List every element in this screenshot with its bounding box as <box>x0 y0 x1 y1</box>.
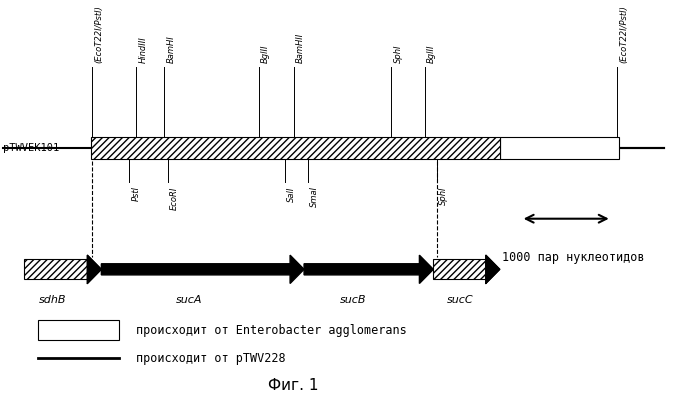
Text: BamHII: BamHII <box>296 32 305 63</box>
Text: SmaI: SmaI <box>310 186 319 207</box>
Text: BglII: BglII <box>427 44 436 63</box>
Text: SalI: SalI <box>287 186 296 202</box>
Bar <box>24 259 87 279</box>
Text: pTWVEK101: pTWVEK101 <box>3 143 59 153</box>
Text: sucA: sucA <box>175 295 202 305</box>
Text: BglII: BglII <box>261 44 270 63</box>
Bar <box>500 136 619 159</box>
FancyArrow shape <box>304 255 433 284</box>
Text: HindIII: HindIII <box>138 36 147 63</box>
Text: sucC: sucC <box>447 295 473 305</box>
FancyArrow shape <box>101 255 304 284</box>
Text: PstI: PstI <box>131 186 140 201</box>
Bar <box>38 320 119 340</box>
Text: 1000 пар нуклеотидов: 1000 пар нуклеотидов <box>502 251 644 264</box>
Bar <box>433 259 486 279</box>
Text: происходит от pTWV228: происходит от pTWV228 <box>136 352 286 365</box>
Text: Фиг. 1: Фиг. 1 <box>268 378 319 393</box>
Text: BamHI: BamHI <box>166 35 175 63</box>
Text: EcoRI: EcoRI <box>170 186 179 210</box>
Polygon shape <box>486 255 500 284</box>
Text: SphI: SphI <box>439 186 448 205</box>
Text: происходит от Enterobacter agglomerans: происходит от Enterobacter agglomerans <box>136 324 407 337</box>
Text: sdhB: sdhB <box>38 295 66 305</box>
Text: sucB: sucB <box>340 295 366 305</box>
Text: SphI: SphI <box>394 44 403 63</box>
Polygon shape <box>87 255 101 284</box>
Text: (EcoT22I/PstI): (EcoT22I/PstI) <box>94 5 103 63</box>
Text: (EcoT22I/PstI): (EcoT22I/PstI) <box>619 5 628 63</box>
Bar <box>91 136 500 159</box>
